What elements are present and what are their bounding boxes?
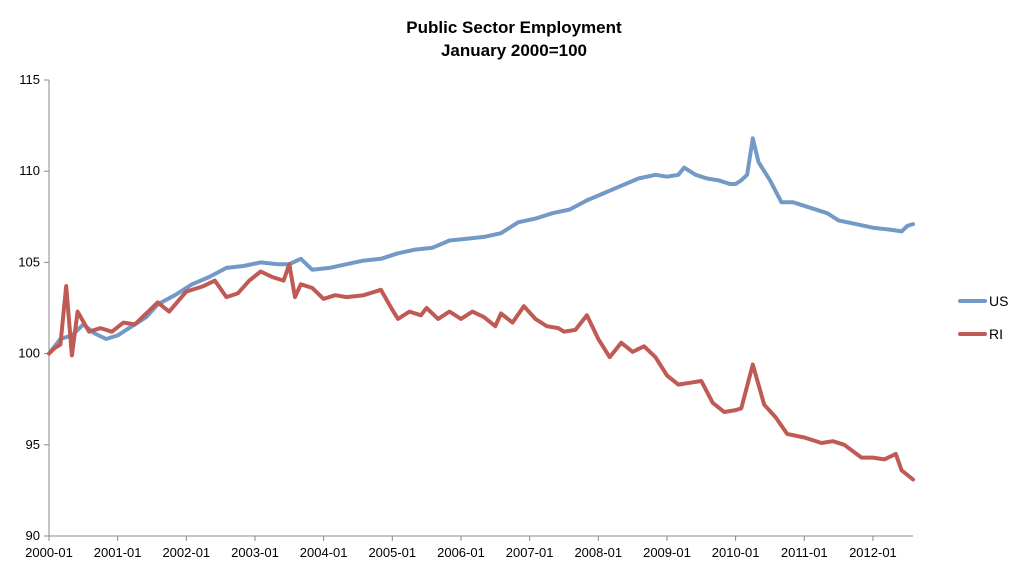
x-tick-label: 2008-01 — [574, 545, 622, 560]
chart-title: Public Sector Employment — [406, 18, 622, 37]
x-tick-label: 2010-01 — [712, 545, 760, 560]
y-tick-label: 95 — [26, 437, 40, 452]
legend-label-ri: RI — [989, 326, 1003, 342]
axes-group — [48, 80, 913, 537]
x-tick-label: 2004-01 — [300, 545, 348, 560]
legend-label-us: US — [989, 293, 1008, 309]
x-tick-label: 2000-01 — [25, 545, 73, 560]
y-tick-label: 105 — [18, 254, 40, 269]
series-line-ri — [47, 262, 915, 482]
y-tick-label: 90 — [26, 528, 40, 543]
y-tick-label: 115 — [19, 72, 40, 87]
series-line-us — [47, 136, 915, 356]
y-tick-label: 110 — [19, 163, 40, 178]
chart-subtitle: January 2000=100 — [441, 41, 587, 60]
x-tick-label: 2001-01 — [94, 545, 142, 560]
x-tick-label: 2009-01 — [643, 545, 691, 560]
x-tick-label: 2006-01 — [437, 545, 485, 560]
x-tick-label: 2012-01 — [849, 545, 897, 560]
x-tick-label: 2003-01 — [231, 545, 279, 560]
x-tick-label: 2011-01 — [781, 545, 828, 560]
y-tick-label: 100 — [18, 346, 40, 361]
x-axis-ticks: 2000-01 2001-01 2002-01 2003-01 2004-01 2005-… — [25, 536, 897, 560]
series-layer — [47, 136, 915, 482]
y-axis-ticks: 90 95 100 105 110 115 — [18, 72, 49, 543]
x-tick-label: 2007-01 — [506, 545, 554, 560]
x-tick-label: 2005-01 — [368, 545, 416, 560]
legend: US RI — [958, 293, 1008, 342]
x-tick-label: 2002-01 — [162, 545, 210, 560]
